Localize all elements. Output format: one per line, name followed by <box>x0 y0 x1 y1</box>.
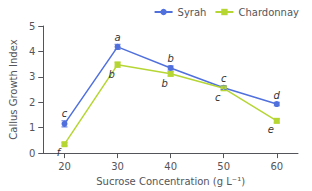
svg-text:b: b <box>167 53 173 64</box>
svg-text:60: 60 <box>270 161 283 172</box>
svg-text:d: d <box>274 90 281 101</box>
svg-text:30: 30 <box>111 161 124 172</box>
svg-text:f: f <box>57 147 62 158</box>
svg-text:Chardonnay: Chardonnay <box>238 7 299 18</box>
svg-text:4: 4 <box>29 46 35 57</box>
svg-text:Syrah: Syrah <box>178 7 207 18</box>
svg-text:c: c <box>62 108 68 119</box>
svg-text:20: 20 <box>58 161 71 172</box>
svg-text:e: e <box>268 124 274 135</box>
svg-text:c: c <box>215 92 221 103</box>
svg-text:Callus Growth Index: Callus Growth Index <box>8 39 19 139</box>
svg-text:c: c <box>221 73 227 84</box>
svg-text:40: 40 <box>164 161 177 172</box>
svg-text:Sucrose Concentration (g L⁻¹): Sucrose Concentration (g L⁻¹) <box>96 176 245 187</box>
svg-text:a: a <box>114 32 120 43</box>
svg-text:0: 0 <box>29 148 35 159</box>
svg-text:1: 1 <box>29 122 35 133</box>
svg-text:b: b <box>161 78 167 89</box>
svg-text:b: b <box>108 69 114 80</box>
svg-text:50: 50 <box>217 161 230 172</box>
svg-text:5: 5 <box>29 21 35 32</box>
svg-text:2: 2 <box>29 97 35 108</box>
svg-text:3: 3 <box>29 71 35 82</box>
